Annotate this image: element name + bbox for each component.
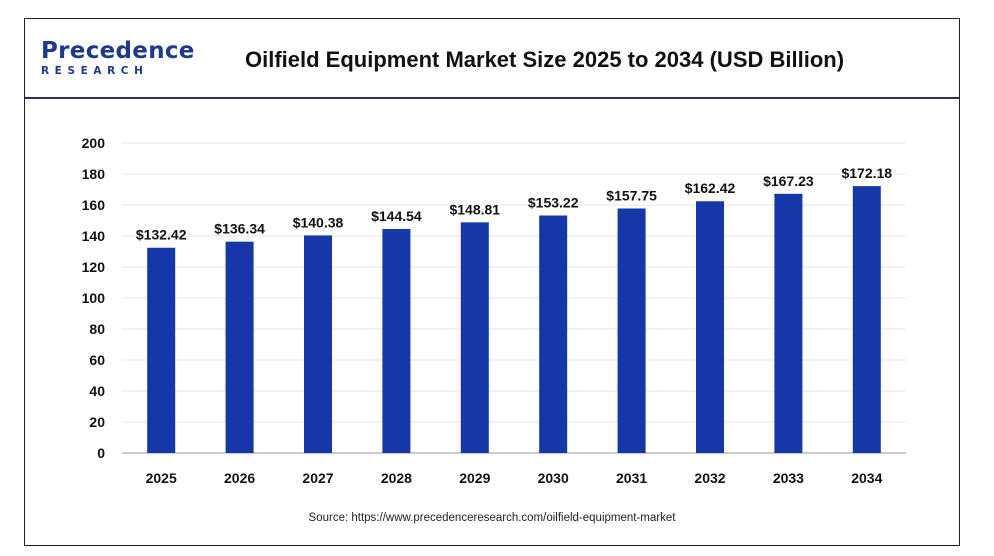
data-label: $157.75 — [606, 187, 657, 203]
company-logo: Precedence RESEARCH — [41, 38, 195, 89]
logo-wordmark: Precedence — [41, 38, 195, 64]
x-tick-label: 2026 — [224, 470, 255, 486]
bar — [460, 222, 489, 453]
x-tick-label: 2034 — [851, 470, 882, 486]
chart-header: Precedence RESEARCH Oilfield Equipment M… — [25, 19, 959, 99]
y-tick-label: 0 — [97, 445, 105, 461]
y-tick-label: 80 — [89, 321, 105, 337]
logo-subtitle: RESEARCH — [41, 65, 149, 77]
x-tick-label: 2033 — [773, 470, 804, 486]
bar — [147, 247, 176, 453]
data-label: $140.38 — [293, 214, 344, 230]
bar — [539, 215, 568, 453]
bar — [774, 193, 803, 453]
y-tick-label: 180 — [82, 166, 106, 182]
x-tick-label: 2032 — [694, 470, 725, 486]
data-label: $167.23 — [763, 173, 814, 189]
chart-title: Oilfield Equipment Market Size 2025 to 2… — [245, 47, 845, 72]
y-tick-label: 60 — [89, 352, 105, 368]
chart-frame: Precedence RESEARCH Oilfield Equipment M… — [24, 18, 960, 546]
bar-chart: 0 20 40 60 80 100 120 140 160 180 200 $132.42 2025 $1… — [82, 135, 906, 486]
bar — [382, 228, 411, 453]
y-tick-label: 20 — [89, 414, 105, 430]
y-tick-label: 40 — [89, 383, 105, 399]
y-tick-label: 120 — [82, 259, 106, 275]
y-tick-label: 100 — [82, 290, 106, 306]
data-label: $162.42 — [685, 180, 736, 196]
data-label: $148.81 — [449, 201, 500, 217]
bar — [225, 241, 254, 453]
y-tick-label: 200 — [82, 135, 106, 151]
data-label: $136.34 — [214, 221, 265, 237]
source-note: Source: https://www.precedenceresearch.c… — [308, 512, 676, 524]
x-tick-label: 2027 — [302, 470, 333, 486]
x-tick-label: 2028 — [381, 470, 412, 486]
x-tick-label: 2029 — [459, 470, 490, 486]
y-tick-label: 140 — [82, 228, 106, 244]
bar — [696, 201, 724, 453]
bar — [304, 235, 332, 453]
data-label: $172.18 — [841, 165, 892, 181]
bar — [852, 186, 881, 453]
data-label: $144.54 — [371, 208, 422, 224]
data-label: $153.22 — [528, 195, 579, 211]
x-tick-label: 2031 — [616, 470, 647, 486]
x-tick-label: 2025 — [146, 470, 177, 486]
data-label: $132.42 — [136, 227, 187, 243]
bar — [617, 208, 646, 453]
y-tick-label: 160 — [82, 197, 106, 213]
x-tick-label: 2030 — [538, 470, 569, 486]
